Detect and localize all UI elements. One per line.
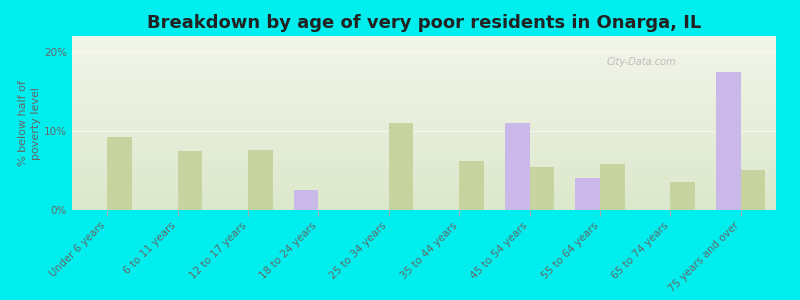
Bar	[530, 167, 554, 210]
Bar	[716, 72, 741, 210]
Bar	[505, 123, 530, 210]
Y-axis label: % below half of
poverty level: % below half of poverty level	[18, 80, 42, 166]
Bar	[741, 170, 766, 210]
Bar	[178, 151, 202, 210]
Bar	[107, 137, 132, 210]
Bar	[459, 161, 484, 210]
Bar	[294, 190, 318, 210]
Bar	[670, 182, 695, 210]
Bar	[248, 150, 273, 210]
Title: Breakdown by age of very poor residents in Onarga, IL: Breakdown by age of very poor residents …	[147, 14, 701, 32]
Bar	[600, 164, 625, 210]
Bar	[389, 123, 414, 210]
Bar	[575, 178, 600, 210]
Text: City-Data.com: City-Data.com	[607, 57, 677, 67]
